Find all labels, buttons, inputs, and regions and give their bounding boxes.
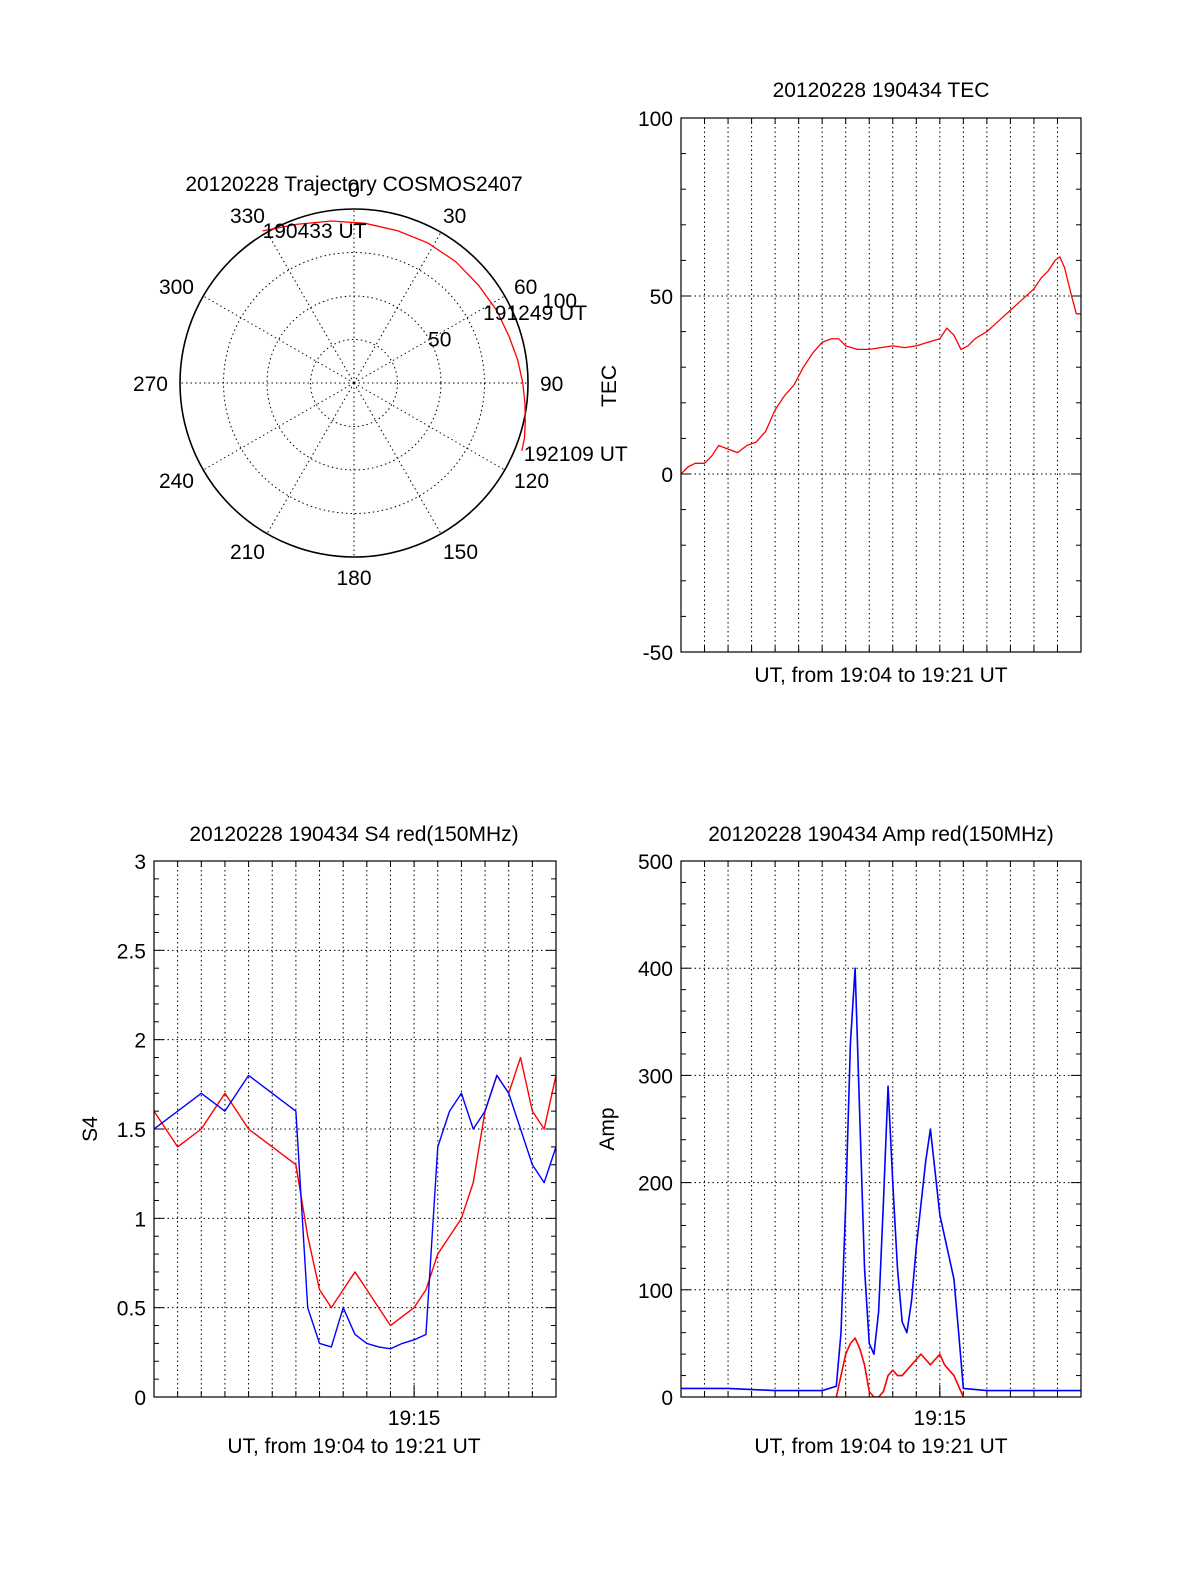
ytick-label-0.5: 0.5 (117, 1298, 146, 1321)
s4-panel: 20120228 190434 S4 red(150MHz) UT, from … (79, 823, 557, 1458)
amp-plot-area: 0 100 200 300 400 500 19:15 (638, 851, 1082, 1430)
plot-frame (153, 860, 557, 1398)
polar-angle-label-240: 240 (159, 470, 194, 493)
polar-ring-25 (310, 339, 398, 427)
ytick-label-1.5: 1.5 (117, 1119, 146, 1142)
ytick-label--50: -50 (643, 642, 673, 665)
polar-angle-label-270: 270 (133, 373, 168, 396)
ytick-label-2.5: 2.5 (117, 940, 146, 963)
series-group (681, 256, 1081, 475)
polar-angle-labels: 0 30 60 90 120 150 180 210 240 270 300 330 (133, 179, 563, 590)
polar-annotations: 190433 UT 191249 UT 192109 UT (263, 220, 628, 466)
polar-angle-label-330: 330 (230, 205, 265, 228)
s4-ylabel: S4 (79, 1116, 102, 1142)
polar-spoke-210 (266, 382, 355, 534)
ytick-label-100: 100 (638, 108, 673, 131)
polar-angle-label-30: 30 (443, 205, 466, 228)
ytick-label-200: 200 (638, 1173, 673, 1196)
polar-outer-ring (179, 208, 529, 558)
polar-spoke-240 (203, 382, 355, 471)
ytick-label-400: 400 (638, 958, 673, 981)
polar-spoke-120 (353, 382, 505, 471)
polar-spoke-150 (353, 382, 442, 534)
polar-angle-label-210: 210 (230, 541, 265, 564)
plot-frame (680, 117, 1082, 653)
s4-xlabel: UT, from 19:04 to 19:21 UT (227, 1435, 480, 1458)
polar-spoke-330 (266, 232, 355, 384)
tec-xlabel: UT, from 19:04 to 19:21 UT (754, 664, 1007, 687)
polar-trajectory-line (262, 220, 526, 451)
polar-angle-label-120: 120 (514, 470, 549, 493)
polar-annotation-0: 190433 UT (263, 220, 367, 243)
ytick-label-0: 0 (661, 464, 673, 487)
polar-spoke-60 (353, 295, 505, 384)
ytick-label-100: 100 (638, 1280, 673, 1303)
polar-angle-label-60: 60 (514, 276, 537, 299)
ytick-label-300: 300 (638, 1065, 673, 1088)
polar-trajectory-series (262, 220, 526, 451)
polar-annotation-2: 192109 UT (524, 443, 628, 466)
polar-spoke-30 (353, 232, 442, 384)
polar-radial-label-50: 50 (428, 328, 451, 351)
ytick-label-0: 0 (661, 1387, 673, 1410)
tec-plot-area: -50 0 50 100 (638, 108, 1082, 665)
polar-grid (179, 208, 529, 558)
amp-title: 20120228 190434 Amp red(150MHz) (708, 823, 1054, 846)
xtick-label-19:15: 19:15 (914, 1407, 967, 1430)
polar-trajectory-panel: 20120228 Trajectory COSMOS2407 0 30 60 90 12… (133, 173, 628, 590)
ytick-label-500: 500 (638, 851, 673, 874)
tec-panel: 20120228 190434 TEC UT, from 19:04 to 19… (598, 79, 1082, 687)
amp-panel: 20120228 190434 Amp red(150MHz) UT, from… (596, 823, 1082, 1458)
s4-plot-area: 0 0.5 1 1.5 2 2.5 3 19:15 (117, 851, 557, 1430)
tec-ylabel: TEC (598, 365, 621, 407)
ytick-label-3: 3 (134, 851, 146, 874)
polar-angle-label-90: 90 (540, 373, 563, 396)
series-group (681, 967, 1081, 1397)
polar-radial-labels: 50 100 (428, 290, 577, 352)
ytick-label-2: 2 (134, 1030, 146, 1053)
amp-xlabel: UT, from 19:04 to 19:21 UT (754, 1435, 1007, 1458)
polar-angle-label-150: 150 (443, 541, 478, 564)
polar-spoke-300 (203, 295, 355, 384)
xtick-label-19:15: 19:15 (388, 1407, 441, 1430)
polar-title: 20120228 Trajectory COSMOS2407 (185, 173, 522, 196)
ytick-label-50: 50 (650, 286, 673, 309)
series-group (154, 1056, 556, 1350)
series-line-1 (835, 1337, 965, 1397)
polar-angle-label-300: 300 (159, 276, 194, 299)
polar-annotation-1: 191249 UT (483, 302, 587, 325)
plot-frame (680, 860, 1082, 1398)
series-line-0 (681, 256, 1081, 475)
ytick-label-0: 0 (134, 1387, 146, 1410)
amp-ylabel: Amp (596, 1107, 619, 1150)
polar-angle-label-180: 180 (336, 567, 371, 590)
tec-title: 20120228 190434 TEC (773, 79, 990, 102)
polar-radial-label-100: 100 (542, 290, 577, 313)
ytick-label-1: 1 (134, 1208, 146, 1231)
series-line-0 (681, 967, 1081, 1392)
series-line-1 (154, 1074, 556, 1350)
s4-title: 20120228 190434 S4 red(150MHz) (189, 823, 518, 846)
polar-angle-label-0: 0 (348, 179, 360, 202)
